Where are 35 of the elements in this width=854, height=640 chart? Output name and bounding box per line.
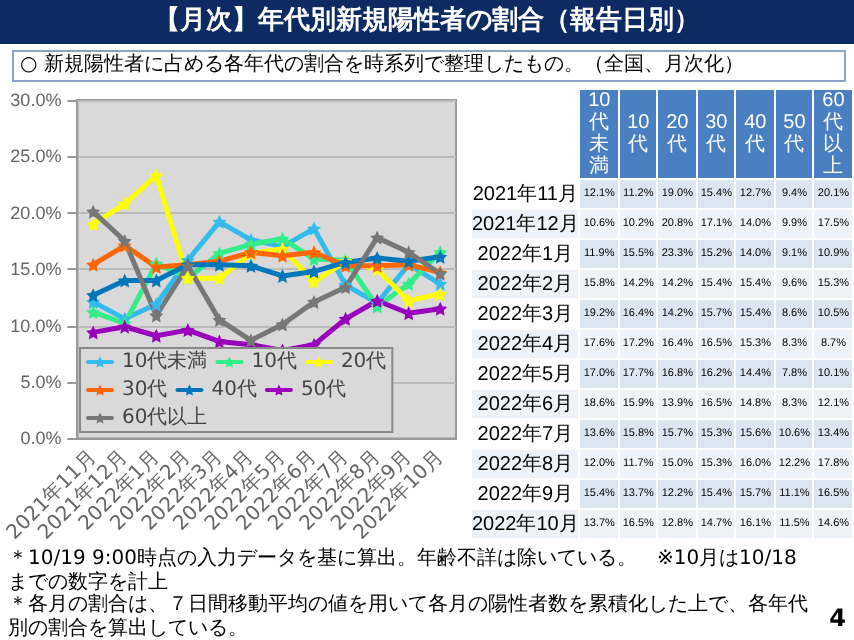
category-label: 2021年11月 (472, 184, 578, 206)
text: 50代 (783, 112, 806, 156)
legend-label: 40代 (211, 379, 257, 401)
y-tick-label: 5.0% (20, 372, 62, 393)
category-label: 2022年1月 (477, 244, 574, 266)
y-tick-label: 25.0% (10, 146, 62, 167)
category-label: 2021年12月 (472, 214, 579, 236)
text: 4 (829, 604, 846, 632)
legend-label: 20代 (340, 351, 387, 373)
legend-label: 30代 (122, 379, 168, 401)
y-tick-label: 20.0% (10, 202, 62, 223)
category-label: 2022年6月 (477, 394, 574, 416)
category-label: 2022年2月 (477, 274, 574, 296)
legend-label: 10代 (251, 351, 297, 373)
y-tick-label: 30.0% (10, 90, 62, 110)
chart-title: 【月次】年代別新規陽性者の割合（報告日別） (0, 0, 854, 44)
y-tick-label: 0.0% (20, 428, 62, 449)
text: 30代 (705, 112, 728, 156)
category-label: 2022年4月 (477, 334, 574, 356)
text: ＊10/19 9:00時点の入力データを基に算出。年齢不詳は除いている。 ※10月は10/18までの数字を計上 (8, 548, 799, 593)
legend-label: 60代以上 (122, 405, 208, 429)
category-label: 2022年5月 (477, 364, 574, 386)
text: 10代 (627, 112, 650, 156)
text: 10代未満 (588, 90, 611, 178)
text: 60代以上 (822, 90, 845, 178)
y-tick-label: 15.0% (10, 259, 62, 280)
category-label: 2022年3月 (477, 304, 574, 326)
y-tick-label: 10.0% (10, 315, 62, 336)
text: 40代 (744, 112, 767, 156)
legend-label: 50代 (300, 379, 347, 401)
text: 20代 (666, 112, 689, 156)
chart-subtitle: ○ 新規陽性者に占める各年代の割合を時系列で整理したもの。（全国、月次化） (12, 50, 846, 82)
legend-label: 10代未満 (122, 349, 208, 373)
text: ＊各月の割合は、７日間移動平均の値を用いて各月の陽性者数を累積化した上で、各年代別の割合を算出している。 (8, 594, 810, 640)
category-label: 2022年7月 (477, 424, 574, 446)
